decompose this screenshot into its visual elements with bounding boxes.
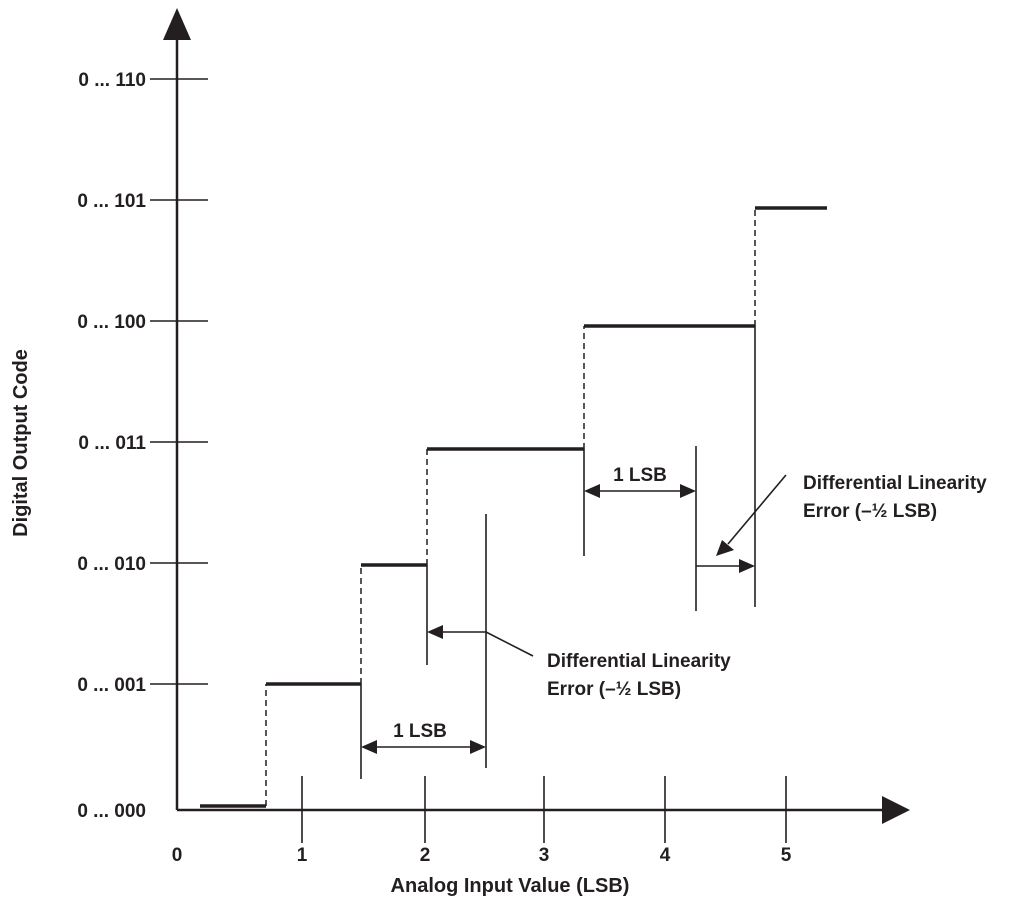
x-ticks xyxy=(301,776,787,843)
x-tick-label: 4 xyxy=(660,845,671,866)
arrowhead xyxy=(470,740,486,754)
y-axis-title: Digital Output Code xyxy=(10,349,32,537)
upper-measurement: 1 LSB Differential Linearity Error (–½ L… xyxy=(583,326,987,611)
y-tick-labels: 0 ... 000 0 ... 001 0 ... 010 0 ... 011 … xyxy=(77,70,146,822)
dle-label-lower-2: Error (–½ LSB) xyxy=(547,679,681,700)
lsb-label-left: 1 LSB xyxy=(393,721,447,742)
y-ticks xyxy=(150,78,208,685)
y-tick-label: 0 ... 101 xyxy=(77,191,146,212)
arrowhead xyxy=(427,625,443,639)
x-tick-label: 2 xyxy=(420,845,431,866)
dle-leader-lower xyxy=(485,631,534,657)
arrowhead xyxy=(680,484,696,498)
x-axis-title: Analog Input Value (LSB) xyxy=(391,875,630,897)
y-tick-label: 0 ... 001 xyxy=(77,675,146,696)
y-tick-label: 0 ... 110 xyxy=(78,70,146,91)
x-axis-arrowhead xyxy=(882,796,910,824)
transfer-function xyxy=(200,206,827,808)
dle-label-upper-2: Error (–½ LSB) xyxy=(803,501,937,522)
arrowhead xyxy=(361,740,377,754)
y-tick-label: 0 ... 100 xyxy=(77,312,146,333)
y-tick-label: 0 ... 000 xyxy=(77,801,146,822)
lower-measurement: 1 LSB Differential Linearity Error (–½ L… xyxy=(360,514,731,779)
x-tick-label: 5 xyxy=(781,845,792,866)
arrowhead xyxy=(739,559,755,573)
x-tick-label: 0 xyxy=(172,845,183,866)
arrowhead xyxy=(716,540,734,556)
y-tick-label: 0 ... 010 xyxy=(77,554,146,575)
lsb-label-right: 1 LSB xyxy=(613,465,667,486)
axes xyxy=(163,8,910,824)
dle-leader-upper xyxy=(727,474,787,545)
dle-label-lower-1: Differential Linearity xyxy=(547,651,731,672)
y-tick-label: 0 ... 011 xyxy=(78,433,146,454)
x-tick-label: 3 xyxy=(539,845,550,866)
x-tick-label: 1 xyxy=(297,845,308,866)
arrowhead xyxy=(584,484,600,498)
dle-label-upper-1: Differential Linearity xyxy=(803,473,987,494)
y-axis-arrowhead xyxy=(163,8,191,40)
x-tick-labels: 0 1 2 3 4 5 xyxy=(172,845,792,866)
